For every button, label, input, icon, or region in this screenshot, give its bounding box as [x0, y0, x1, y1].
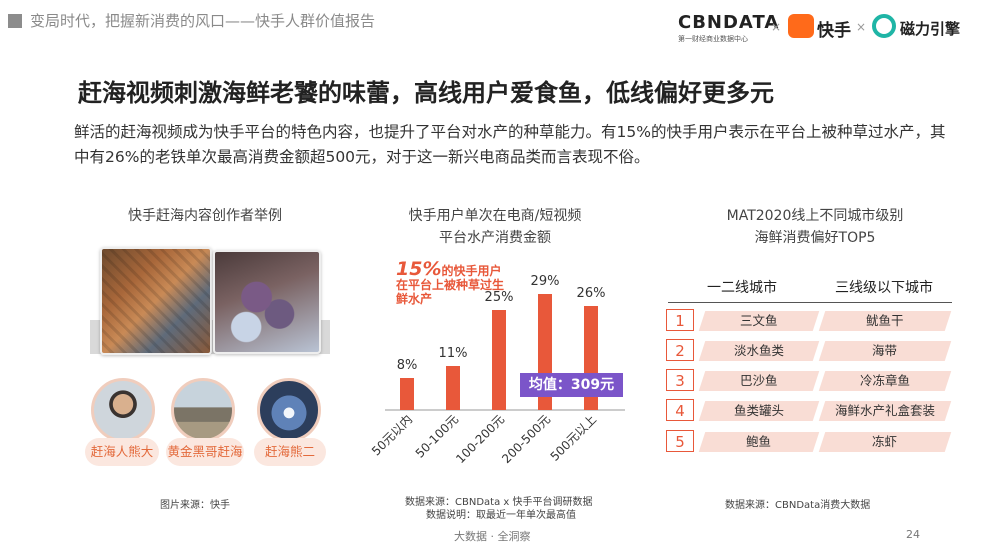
rank-number: 2 — [666, 339, 694, 361]
ranking-row: 3 巴沙鱼 冷冻章鱼 — [666, 369, 952, 391]
tier3-item: 海带 — [818, 341, 952, 361]
category-tick-label: 500元以上 — [548, 412, 600, 464]
creator-avatar — [171, 378, 235, 442]
bar — [446, 366, 460, 410]
kuaishou-logo-icon — [788, 14, 814, 38]
tier3-item: 冷冻章鱼 — [818, 371, 952, 391]
creator-avatar — [257, 378, 321, 442]
page-headline: 赶海视频刺激海鲜老饕的味蕾，高线用户爱食鱼，低线偏好更多元 — [78, 79, 774, 107]
image-source-note: 图片来源：快手 — [160, 500, 230, 511]
category-tick-label: 50-100元 — [413, 412, 461, 460]
tier12-item: 巴沙鱼 — [698, 371, 820, 391]
logo-separator: × — [856, 20, 867, 34]
creator-name-tag: 黄金黑哥赶海 — [166, 438, 244, 466]
creator-name-tag: 赶海熊二 — [254, 438, 326, 466]
rank-number: 3 — [666, 369, 694, 391]
bar — [492, 310, 506, 410]
rank-number: 1 — [666, 309, 694, 331]
ranking-row: 4 鱼类罐头 海鲜水产礼盒套装 — [666, 399, 952, 421]
spend-chart-title-line2: 平台水产消费金额 — [439, 230, 551, 246]
category-tick-label: 200-500元 — [499, 412, 553, 466]
rank-number: 5 — [666, 430, 694, 452]
rank-number: 4 — [666, 399, 694, 421]
seeding-callout: 15%的快手用户在平台上被种草过生鲜水产 — [396, 260, 506, 307]
seafood-collage-photo — [100, 247, 212, 355]
callout-percent: 15% — [396, 258, 442, 280]
tier3-item: 鱿鱼干 — [818, 311, 952, 331]
bar-value-label: 8% — [397, 358, 418, 373]
bar-value-label: 26% — [577, 286, 606, 301]
bar — [400, 378, 414, 410]
chart-note-line: 数据说明：取最近一年单次最高值 — [426, 510, 576, 521]
sea-creature-photo — [213, 250, 321, 354]
table-source-note: 数据来源：CBNData消费大数据 — [725, 500, 871, 511]
cbndata-logo-subtitle: 第一财经商业数据中心 — [678, 35, 748, 43]
bar-value-label: 29% — [531, 274, 560, 289]
mean-value-badge: 均值：309元 — [520, 373, 623, 397]
creator-avatar — [91, 378, 155, 442]
tier3-column-header: 三线级以下城市 — [835, 280, 933, 296]
ranking-row: 2 淡水鱼类 海带 — [666, 339, 952, 361]
spend-chart-title: 快手用户单次在电商/短视频 平台水产消费金额 — [370, 205, 620, 249]
logo-separator: × — [771, 20, 782, 34]
cbndata-logo: CBNDATA — [678, 12, 780, 33]
cili-logo: 磁力引擎 — [900, 20, 961, 38]
kuaishou-logo: 快手 — [817, 21, 851, 41]
preference-title-line2: 海鲜消费偏好TOP5 — [754, 230, 876, 246]
creator-name-tag: 赶海人熊大 — [85, 438, 159, 466]
intro-paragraph: 鲜活的赶海视频成为快手平台的特色内容，也提升了平台对水产的种草能力。有15%的快… — [74, 123, 946, 166]
header-divider — [668, 302, 952, 303]
preference-section-title: MAT2020线上不同城市级别 海鲜消费偏好TOP5 — [670, 205, 960, 249]
ranking-row: 5 鲍鱼 冻虾 — [666, 430, 952, 452]
category-tick-label: 100-200元 — [453, 412, 507, 466]
cili-logo-icon — [872, 14, 896, 38]
header-mark — [8, 14, 22, 28]
chart-source-note: 数据来源：CBNData x 快手平台调研数据 数据说明：取最近一年单次最高值 — [405, 496, 592, 522]
tier3-item: 海鲜水产礼盒套装 — [818, 401, 952, 421]
ranking-row: 1 三文鱼 鱿鱼干 — [666, 309, 952, 331]
page-number: 24 — [906, 528, 920, 541]
tier12-item: 淡水鱼类 — [698, 341, 820, 361]
callout-text: 的快手用户在平台上被种草过生鲜水产 — [396, 264, 505, 306]
tier12-column-header: 一二线城市 — [707, 280, 777, 296]
spend-chart-title-line1: 快手用户单次在电商/短视频 — [408, 208, 582, 224]
tier12-item: 三文鱼 — [698, 311, 820, 331]
tier12-item: 鱼类罐头 — [698, 401, 820, 421]
report-title: 变局时代，把握新消费的风口——快手人群价值报告 — [30, 12, 376, 30]
tier3-item: 冻虾 — [818, 432, 952, 452]
bar-value-label: 11% — [439, 346, 468, 361]
creators-section-title: 快手赶海内容创作者举例 — [128, 208, 282, 224]
category-tick-label: 50元以内 — [369, 412, 415, 458]
tier12-item: 鲍鱼 — [698, 432, 820, 452]
chart-source-line: 数据来源：CBNData x 快手平台调研数据 — [405, 497, 593, 508]
bar-value-label: 25% — [485, 290, 514, 305]
footer-slogan: 大数据 · 全洞察 — [454, 530, 531, 543]
preference-title-line1: MAT2020线上不同城市级别 — [726, 208, 904, 224]
